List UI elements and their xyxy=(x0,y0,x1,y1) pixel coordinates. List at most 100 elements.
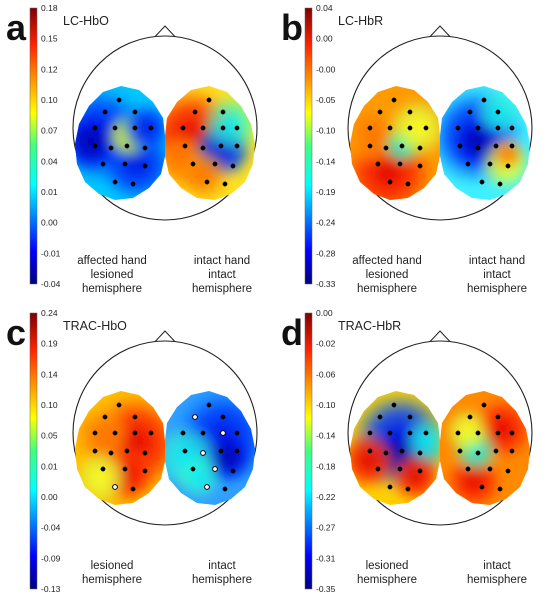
colorbar-tick: 0.10 xyxy=(41,95,58,105)
optode-marker xyxy=(220,430,226,436)
optode-marker xyxy=(116,97,122,103)
colorbar-tick: -0.35 xyxy=(316,584,336,594)
colorbar-tick: -0.22 xyxy=(316,492,336,502)
panel-a: a 0.18 0.15 0.12 0.10 0.07 0.04 0.01 0.00 -0.01 -0… xyxy=(6,3,258,295)
left-hemisphere-map xyxy=(350,391,440,505)
optode-marker xyxy=(182,448,188,454)
colorbar-tick: -0.00 xyxy=(316,64,336,74)
optode-marker xyxy=(112,484,118,490)
colorbar-tick: 0.24 xyxy=(41,308,58,318)
optode-marker xyxy=(509,448,515,454)
right-caption-line: intact xyxy=(483,560,511,572)
colorbar-tick: -0.28 xyxy=(316,248,336,258)
right-caption-line: intact xyxy=(208,560,236,572)
optode-marker xyxy=(387,179,393,185)
left-caption-line: lesioned xyxy=(366,269,409,281)
right-caption-line: intact xyxy=(208,269,236,281)
colorbar-tick: 0.04 xyxy=(316,3,333,13)
right-caption-line: intact hand xyxy=(194,255,250,267)
optode-marker xyxy=(200,450,206,456)
right-caption-line: hemisphere xyxy=(192,283,252,295)
optode-marker xyxy=(367,125,373,131)
optode-marker xyxy=(495,109,501,115)
optode-marker xyxy=(423,125,429,131)
optode-marker xyxy=(479,179,485,185)
optode-marker xyxy=(200,125,206,131)
optode-marker xyxy=(116,402,122,408)
colorbar-tick: -0.10 xyxy=(316,126,336,136)
colorbar-tick: -0.10 xyxy=(316,400,336,410)
optode-marker xyxy=(405,181,411,187)
optode-marker xyxy=(407,125,413,131)
optode-marker xyxy=(108,450,114,456)
optode-marker xyxy=(383,145,389,151)
optode-marker xyxy=(220,414,226,420)
optode-marker xyxy=(142,468,148,474)
panel-title: LC-HbR xyxy=(338,14,383,28)
optode-marker xyxy=(407,109,413,115)
optode-marker xyxy=(130,181,136,187)
left-hemisphere-map xyxy=(75,391,165,505)
optode-marker xyxy=(497,486,503,492)
optode-marker xyxy=(377,109,383,115)
optode-marker xyxy=(142,163,148,169)
colorbar xyxy=(29,312,38,590)
optode-marker xyxy=(182,143,188,149)
colorbar xyxy=(304,7,313,285)
optode-marker xyxy=(493,143,499,149)
right-caption-line: hemisphere xyxy=(467,574,527,586)
left-caption-line: hemisphere xyxy=(82,574,142,586)
optode-marker xyxy=(234,430,240,436)
colorbar-tick: -0.04 xyxy=(41,523,61,533)
optode-marker xyxy=(148,125,154,131)
optode-marker xyxy=(505,468,511,474)
optode-marker xyxy=(230,163,236,169)
optode-marker xyxy=(130,486,136,492)
optode-marker xyxy=(495,430,501,436)
colorbar-tick: 0.15 xyxy=(41,34,58,44)
optode-marker xyxy=(222,486,228,492)
optode-marker xyxy=(495,414,501,420)
optode-marker xyxy=(192,414,198,420)
colorbar-tick: 0.18 xyxy=(41,3,58,13)
optode-marker xyxy=(467,109,473,115)
optode-marker xyxy=(204,484,210,490)
optode-marker xyxy=(220,125,226,131)
optode-marker xyxy=(397,161,403,167)
optode-marker xyxy=(399,448,405,454)
optode-marker xyxy=(407,430,413,436)
optode-marker xyxy=(190,466,196,472)
panel-c: c 0.24 0.19 0.14 0.10 0.05 0.01 0.00 -0.04 -0.09 -… xyxy=(6,308,258,594)
right-caption-line: hemisphere xyxy=(192,574,252,586)
optode-marker xyxy=(475,145,481,151)
panel-letter: c xyxy=(6,312,26,353)
optode-marker xyxy=(212,466,218,472)
right-hemisphere-map xyxy=(440,86,530,200)
optode-marker xyxy=(204,179,210,185)
colorbar-tick: -0.31 xyxy=(316,553,336,563)
optode-marker xyxy=(481,402,487,408)
optode-marker xyxy=(475,450,481,456)
optode-marker xyxy=(102,109,108,115)
panel-title: LC-HbO xyxy=(63,14,109,28)
optode-marker xyxy=(387,430,393,436)
optode-marker xyxy=(132,430,138,436)
colorbar-tick: -0.14 xyxy=(316,156,336,166)
optode-marker xyxy=(509,143,515,149)
optode-marker xyxy=(465,466,471,472)
panel-letter: b xyxy=(281,7,303,48)
colorbar-tick: 0.04 xyxy=(41,156,58,166)
optode-marker xyxy=(234,125,240,131)
optode-marker xyxy=(132,125,138,131)
optode-marker xyxy=(230,468,236,474)
optode-marker xyxy=(423,430,429,436)
colorbar xyxy=(304,312,313,590)
optode-marker xyxy=(190,161,196,167)
left-caption-line: lesioned xyxy=(91,560,134,572)
optode-marker xyxy=(387,484,393,490)
optode-marker xyxy=(367,143,373,149)
optode-marker xyxy=(206,97,212,103)
optode-marker xyxy=(405,486,411,492)
colorbar-tick: 0.10 xyxy=(41,400,58,410)
optode-marker xyxy=(417,145,423,151)
